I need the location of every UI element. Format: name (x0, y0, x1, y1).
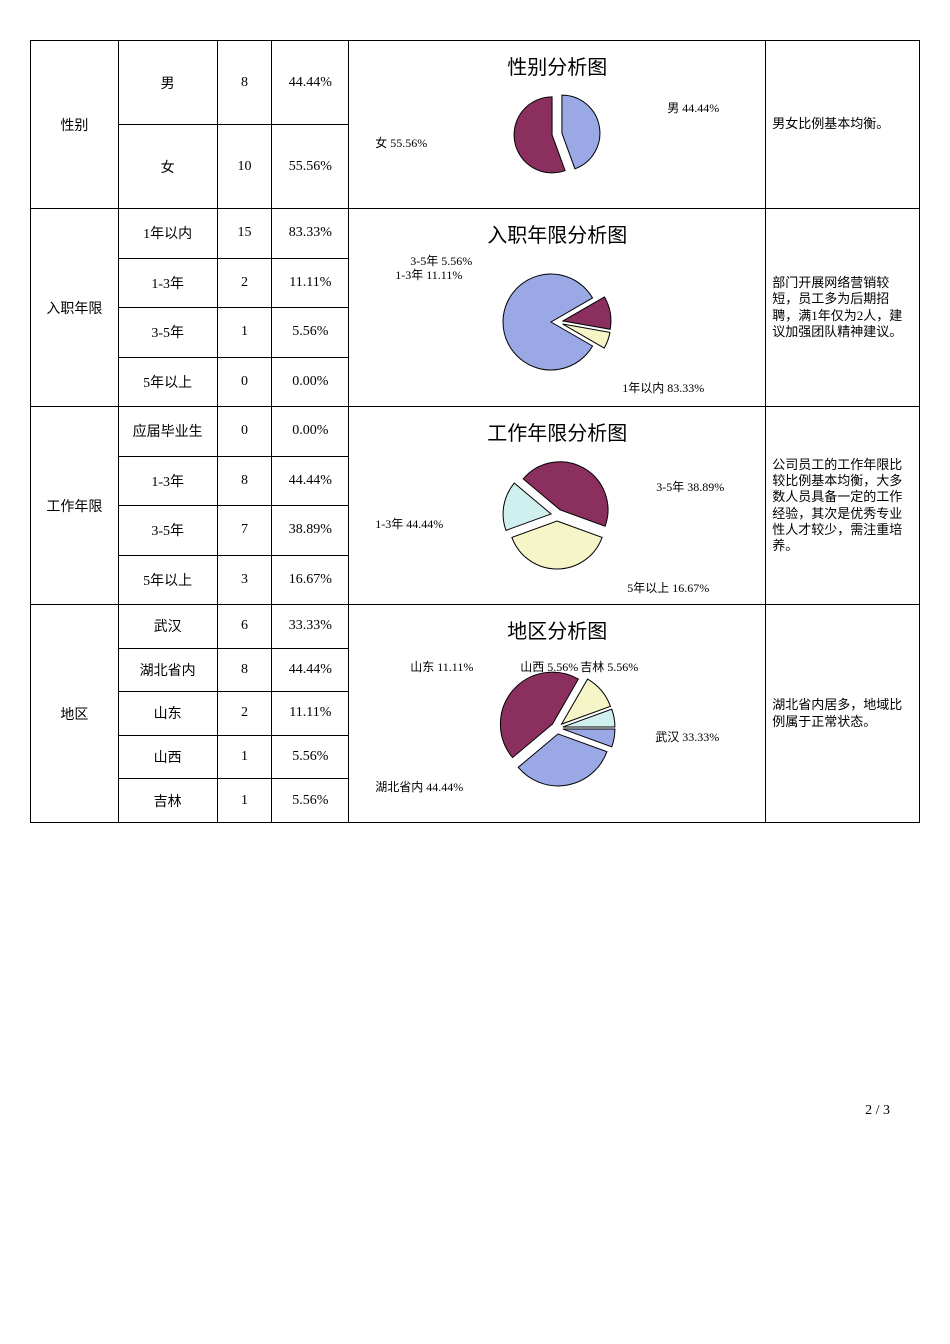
row-pct: 0.00% (272, 357, 349, 407)
pie-label: 湖北省内 44.44% (375, 778, 463, 795)
row-label: 山东 (118, 692, 217, 736)
note-cell: 公司员工的工作年限比较比例基本均衡，大多数人员具备一定的工作经验，其次是优秀专业… (766, 407, 920, 605)
row-label: 5年以上 (118, 357, 217, 407)
row-label: 武汉 (118, 605, 217, 649)
row-label: 1-3年 (118, 456, 217, 506)
row-count: 10 (217, 125, 272, 209)
chart-cell: 性别分析图 男 44.44% 女 55.56% (349, 41, 766, 209)
table-row: 性别 男 8 44.44% 性别分析图 男 44.44% 女 55.56% 男女… (31, 41, 920, 125)
row-count: 7 (217, 506, 272, 556)
note-cell: 男女比例基本均衡。 (766, 41, 920, 209)
row-count: 1 (217, 779, 272, 823)
row-label: 3-5年 (118, 506, 217, 556)
row-pct: 5.56% (272, 735, 349, 779)
row-count: 15 (217, 209, 272, 259)
row-label: 1-3年 (118, 258, 217, 308)
row-pct: 38.89% (272, 506, 349, 556)
row-pct: 55.56% (272, 125, 349, 209)
pie-label: 3-5年 38.89% (656, 478, 724, 495)
row-count: 2 (217, 258, 272, 308)
row-label: 1年以内 (118, 209, 217, 259)
category-cell: 性别 (31, 41, 119, 209)
row-pct: 5.56% (272, 779, 349, 823)
chart-title: 工作年限分析图 (355, 417, 759, 446)
category-cell: 入职年限 (31, 209, 119, 407)
row-pct: 44.44% (272, 456, 349, 506)
row-count: 1 (217, 735, 272, 779)
category-cell: 地区 (31, 605, 119, 823)
gender-pie-chart (497, 84, 617, 184)
table-row: 入职年限 1年以内 15 83.33% 入职年限分析图 3-5年 5.56% 1… (31, 209, 920, 259)
row-pct: 11.11% (272, 258, 349, 308)
row-pct: 16.67% (272, 555, 349, 605)
row-label: 女 (118, 125, 217, 209)
row-label: 吉林 (118, 779, 217, 823)
row-pct: 44.44% (272, 41, 349, 125)
chart-cell: 工作年限分析图 3-5年 38.89% 1-3年 44.44% 5年以上 16.… (349, 407, 766, 605)
page-footer: 2 / 3 (30, 1103, 920, 1119)
row-label: 湖北省内 (118, 648, 217, 692)
row-label: 应届毕业生 (118, 407, 217, 457)
row-count: 8 (217, 648, 272, 692)
row-count: 0 (217, 357, 272, 407)
tenure-pie-chart (487, 252, 627, 382)
row-count: 3 (217, 555, 272, 605)
work-years-pie-chart (487, 450, 627, 580)
row-label: 3-5年 (118, 308, 217, 358)
note-cell: 部门开展网络营销较短，员工多为后期招聘，满1年仅为2人，建议加强团队精神建议。 (766, 209, 920, 407)
row-count: 8 (217, 456, 272, 506)
row-pct: 0.00% (272, 407, 349, 457)
row-count: 2 (217, 692, 272, 736)
row-label: 山西 (118, 735, 217, 779)
chart-cell: 地区分析图 山东 11.11% 山西 5.56% 吉林 5.56% 武汉 33.… (349, 605, 766, 823)
row-pct: 11.11% (272, 692, 349, 736)
table-row: 工作年限 应届毕业生 0 0.00% 工作年限分析图 3-5年 38.89% 1… (31, 407, 920, 457)
pie-label: 山西 5.56% (520, 658, 578, 675)
analysis-table: 性别 男 8 44.44% 性别分析图 男 44.44% 女 55.56% 男女… (30, 40, 920, 823)
pie-label: 5年以上 16.67% (627, 579, 709, 596)
chart-title: 入职年限分析图 (355, 219, 759, 248)
pie-label: 女 55.56% (375, 134, 427, 151)
row-pct: 44.44% (272, 648, 349, 692)
row-pct: 5.56% (272, 308, 349, 358)
table-row: 地区 武汉 6 33.33% 地区分析图 山东 11.11% 山西 5.56% … (31, 605, 920, 649)
row-label: 5年以上 (118, 555, 217, 605)
row-count: 1 (217, 308, 272, 358)
pie-label: 1-3年 44.44% (375, 515, 443, 532)
pie-label: 1年以内 83.33% (622, 379, 704, 396)
row-count: 8 (217, 41, 272, 125)
row-pct: 83.33% (272, 209, 349, 259)
row-pct: 33.33% (272, 605, 349, 649)
chart-cell: 入职年限分析图 3-5年 5.56% 1-3年 11.11% 1年以内 83.3… (349, 209, 766, 407)
row-count: 6 (217, 605, 272, 649)
row-label: 男 (118, 41, 217, 125)
pie-label: 男 44.44% (667, 99, 719, 116)
pie-label: 武汉 33.33% (655, 728, 719, 745)
pie-label: 1-3年 11.11% (395, 266, 462, 283)
category-cell: 工作年限 (31, 407, 119, 605)
row-count: 0 (217, 407, 272, 457)
note-cell: 湖北省内居多，地域比例属于正常状态。 (766, 605, 920, 823)
pie-label: 山东 11.11% (410, 658, 473, 675)
pie-label: 吉林 5.56% (580, 658, 638, 675)
chart-title: 地区分析图 (355, 615, 759, 644)
chart-title: 性别分析图 (355, 51, 759, 80)
